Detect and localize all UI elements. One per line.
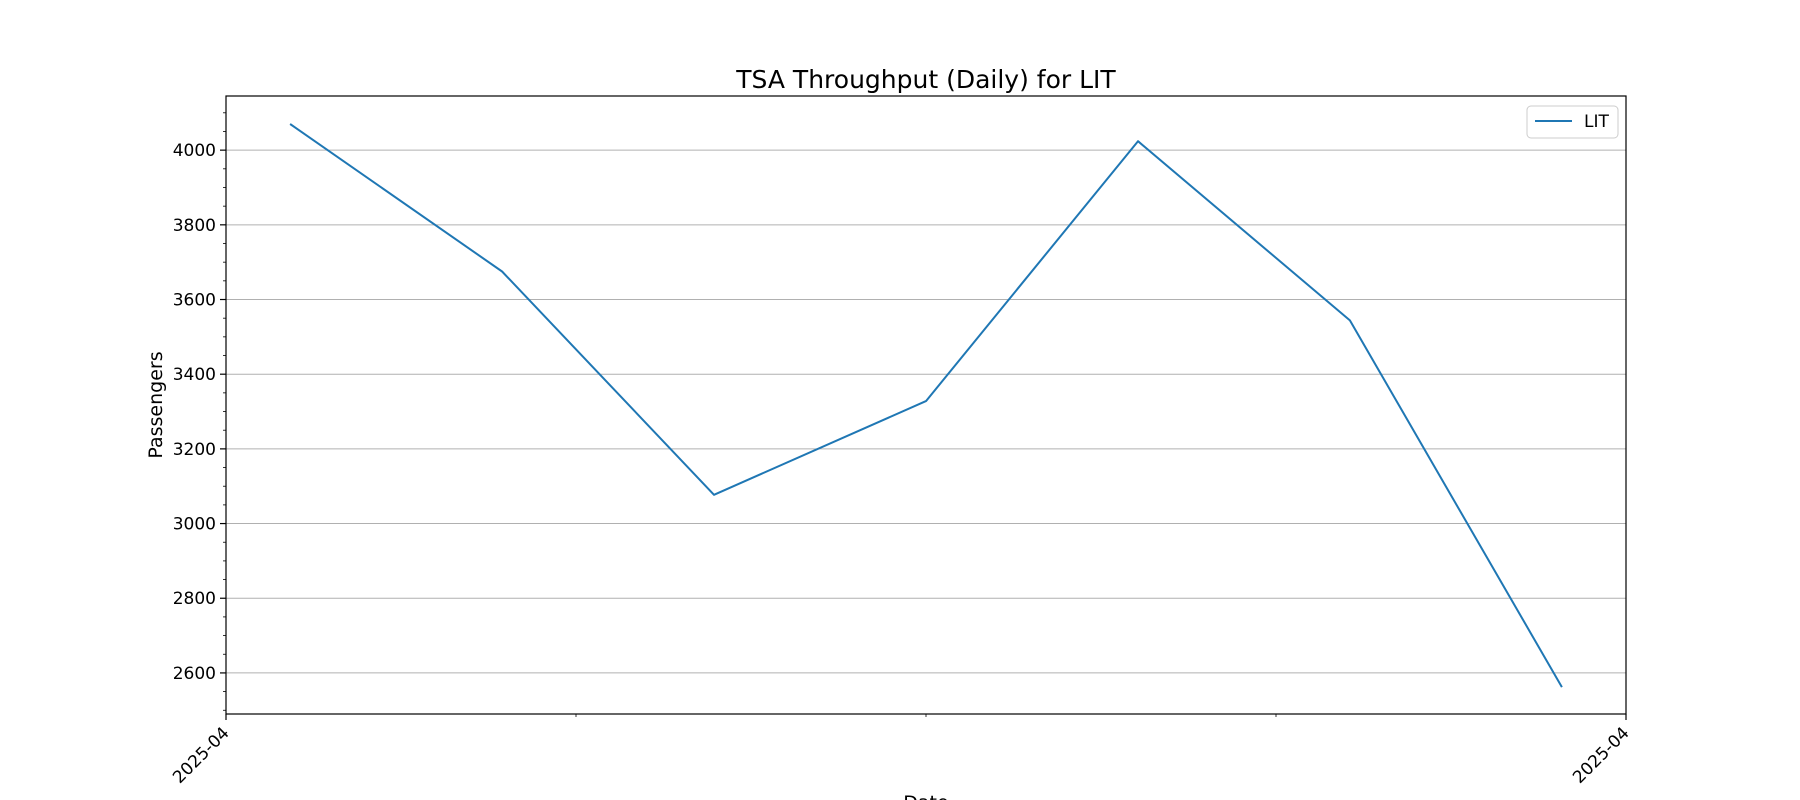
legend-label: LIT (1584, 112, 1609, 132)
y-tick-label: 3000 (173, 515, 216, 535)
y-tick-label: 3400 (173, 365, 216, 385)
y-tick-label: 3600 (173, 291, 216, 311)
chart-title: TSA Throughput (Daily) for LIT (735, 65, 1116, 94)
y-tick-label: 3800 (173, 216, 216, 236)
grid-lines (226, 149, 1626, 674)
y-tick-label: 4000 (173, 141, 216, 161)
y-axis-ticks: 2600 2800 3000 3200 3400 3600 3800 4000 (173, 141, 226, 684)
plot-frame (225, 95, 1627, 715)
series-line-lit (289, 123, 1563, 688)
x-axis-label: Date (903, 792, 948, 800)
y-tick-label: 3200 (173, 440, 216, 460)
y-axis-label: Passengers (145, 351, 167, 458)
legend: LIT (1526, 105, 1619, 139)
series-layer (289, 123, 1563, 688)
legend-box (1526, 105, 1619, 139)
y-tick-label: 2800 (173, 589, 216, 609)
y-tick-label: 2600 (173, 664, 216, 684)
